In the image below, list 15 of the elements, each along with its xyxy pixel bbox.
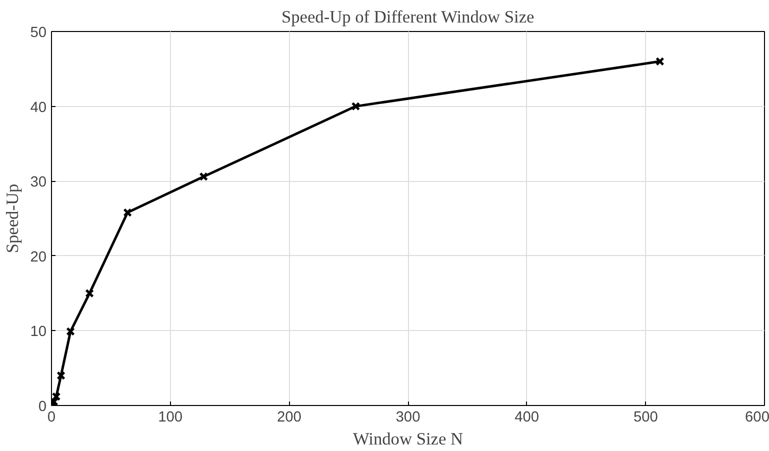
y-tick-label: 30 — [30, 174, 47, 191]
y-tick-label: 50 — [30, 25, 47, 41]
chart-title: Speed-Up of Different Window Size — [281, 8, 535, 26]
y-tick-label: 10 — [30, 324, 47, 340]
x-tick-label: 300 — [396, 410, 420, 426]
x-axis-title: Window Size N — [353, 430, 464, 448]
x-tick-label: 600 — [745, 410, 769, 426]
x-tick-label: 400 — [514, 410, 540, 426]
x-tick-label: 200 — [276, 410, 302, 426]
y-tick-label: 0 — [38, 399, 47, 415]
x-tick-label: 100 — [158, 410, 183, 426]
y-axis-title: Speed-Up — [3, 184, 22, 254]
y-tick-label: 40 — [30, 100, 47, 116]
y-tick-label: 20 — [30, 249, 47, 266]
x-tick-label: 500 — [633, 410, 658, 426]
